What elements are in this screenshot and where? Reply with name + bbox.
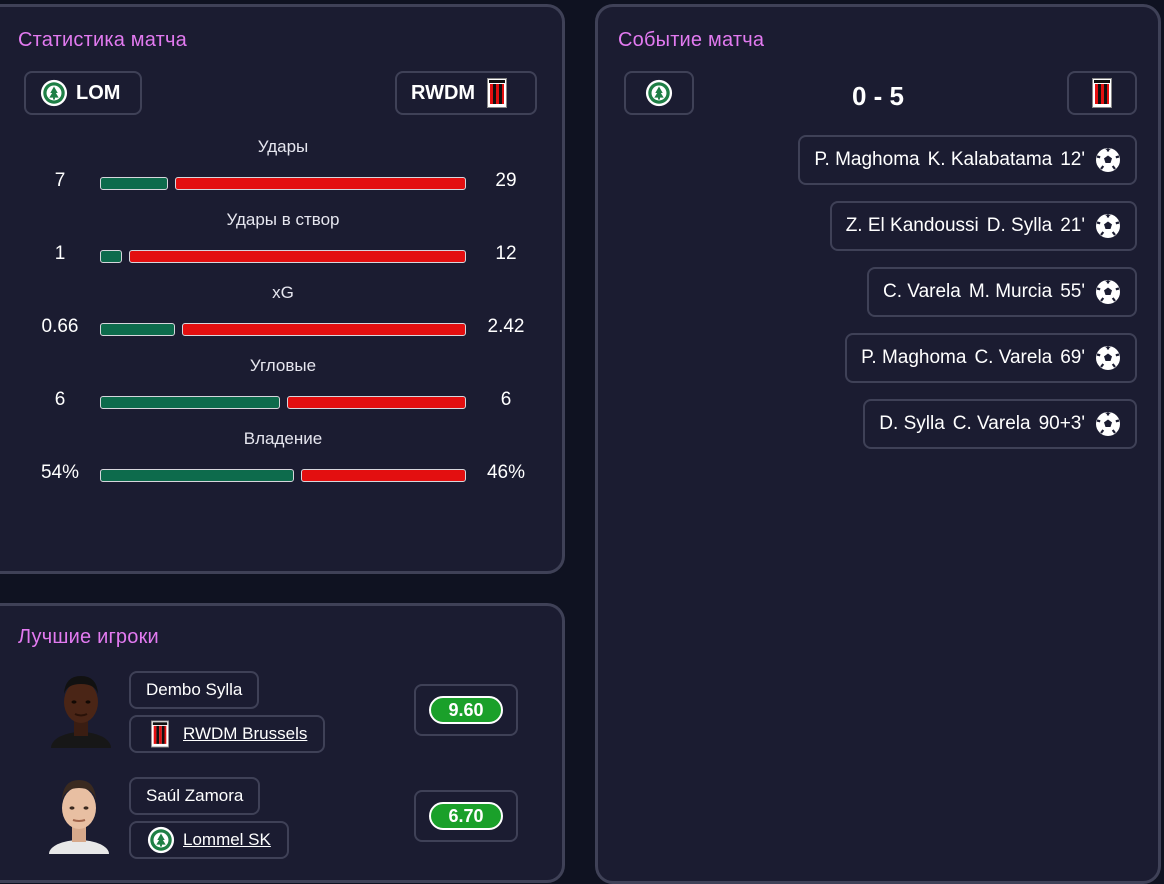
event-scorer: P. Maghoma [814,149,920,170]
match-stats-panel: Статистика матча LOM RWDM Удары 7 29 Удары … [0,4,565,574]
lommel-crest-icon [40,79,68,107]
stat-home-bar [100,469,294,482]
player-name: Saúl Zamora [146,786,244,805]
lommel-crest-icon [147,826,175,854]
stat-away-bar [287,396,466,409]
rwdm-crest-icon [151,720,169,748]
away-team-chip[interactable]: RWDM [395,71,537,115]
home-team-chip[interactable] [624,71,694,115]
stat-home-value: 54% [40,462,80,483]
stat-home-value: 0.66 [41,316,79,337]
event-scorer: Z. El Kandoussi [845,215,979,236]
home-team-chip[interactable]: LOM [24,71,142,115]
event-assist: D. Sylla [986,215,1053,236]
match-events-panel: Событие матча 0 - 5 P. Maghoma K. Kalabat… [595,4,1161,884]
event-assist: K. Kalabatama [927,149,1053,170]
stat-label: Удары в створ [226,210,340,229]
stat-home-bar [100,396,280,409]
stat-label: xG [272,283,294,302]
stat-home-value: 1 [54,243,66,264]
event-minute: 90+3' [1038,413,1085,434]
stat-away-bar [301,469,466,482]
away-team-chip[interactable] [1067,71,1137,115]
player-avatar [51,666,111,748]
rwdm-crest-icon [487,78,507,108]
goal-event[interactable]: Z. El Kandoussi D. Sylla 21' [829,201,1137,251]
event-assist: C. Varela [974,347,1053,368]
player-name-chip[interactable]: Saúl Zamora [129,777,261,815]
goal-event[interactable]: P. Maghoma C. Varela 69' [845,333,1137,383]
player-name: Dembo Sylla [146,680,243,699]
soccer-ball-icon [1095,411,1121,437]
player-avatar [49,772,109,854]
stat-label: Удары [257,137,309,156]
club-link[interactable]: Lommel SK [183,830,271,849]
panel-title: Лучшие игроки [18,626,159,648]
event-minute: 55' [1060,281,1085,302]
event-assist: C. Varela [952,413,1031,434]
event-minute: 12' [1060,149,1085,170]
rating-badge: 9.60 [429,696,503,724]
event-scorer: D. Sylla [879,413,945,434]
goal-event[interactable]: C. Varela M. Murcia 55' [867,267,1137,317]
event-scorer: P. Maghoma [861,347,967,368]
panel-title: Событие матча [618,29,765,51]
stat-home-value: 7 [54,170,66,191]
stat-home-bar [100,177,168,190]
away-team-name: RWDM [411,81,476,104]
goal-event[interactable]: D. Sylla C. Varela 90+3' [863,399,1137,449]
soccer-ball-icon [1095,345,1121,371]
stat-home-bar [100,250,122,263]
top-players-panel: Лучшие игроки Dembo Sylla RWDM Brussels … [0,603,565,883]
stat-label: Угловые [249,356,317,375]
stat-away-bar [129,250,466,263]
goal-event[interactable]: P. Maghoma K. Kalabatama 12' [798,135,1137,185]
stat-label: Владение [243,429,323,448]
panel-title: Статистика матча [18,29,187,51]
player-club-chip[interactable]: RWDM Brussels [129,715,326,753]
home-team-name: LOM [76,81,121,104]
soccer-ball-icon [1095,279,1121,305]
rating-box: 9.60 [414,684,518,736]
stat-away-value: 12 [495,243,517,264]
player-club-chip[interactable]: Lommel SK [129,821,289,859]
club-link[interactable]: RWDM Brussels [183,724,308,743]
event-minute: 21' [1060,215,1085,236]
stat-away-bar [182,323,466,336]
soccer-ball-icon [1095,213,1121,239]
stat-home-bar [100,323,175,336]
stat-away-value: 46% [486,462,526,483]
rating-box: 6.70 [414,790,518,842]
event-minute: 69' [1060,347,1085,368]
stat-away-value: 6 [500,389,512,410]
match-score: 0 - 5 [851,81,905,111]
rating-badge: 6.70 [429,802,503,830]
stat-away-value: 29 [495,170,517,191]
stat-away-bar [175,177,466,190]
stat-away-value: 2.42 [487,316,525,337]
player-name-chip[interactable]: Dembo Sylla [129,671,260,709]
stat-home-value: 6 [54,389,66,410]
soccer-ball-icon [1095,147,1121,173]
rwdm-crest-icon [1092,78,1112,108]
event-assist: M. Murcia [968,281,1053,302]
event-scorer: C. Varela [883,281,961,302]
